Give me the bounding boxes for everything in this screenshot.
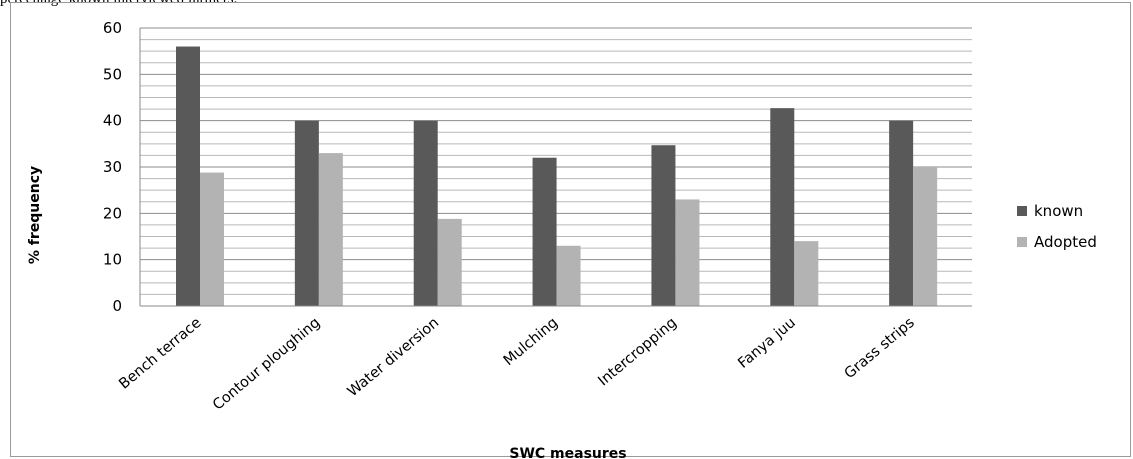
bar-known-mulching	[532, 157, 557, 306]
y-tick-label: 30	[103, 158, 122, 176]
y-tick-label: 0	[112, 297, 122, 315]
figure-caption: percentage known interviewed farmers.	[0, 0, 237, 8]
bar-adopted-contour-ploughing	[318, 153, 343, 306]
legend-label-adopted: Adopted	[1034, 233, 1097, 251]
x-tick-label: Mulching	[501, 315, 561, 369]
x-tick-labels: Bench terrace Contour ploughing Water dive…	[116, 315, 917, 414]
bar-adopted-bench-terrace	[200, 172, 224, 306]
bar-known-fanya-juu	[770, 108, 795, 306]
x-tick-label: Contour ploughing	[210, 315, 323, 414]
bar-known-water-diversion	[413, 120, 438, 307]
x-tick-label: Water diversion	[345, 315, 442, 400]
axes	[139, 28, 972, 307]
legend-swatch-known	[1017, 206, 1027, 216]
x-tick-label: Intercropping	[595, 315, 680, 390]
y-tick-label: 20	[103, 204, 122, 222]
bar-adopted-intercropping	[675, 199, 700, 306]
x-axis-title: SWC measures	[509, 446, 626, 459]
bar-adopted-fanya-juu	[794, 241, 819, 306]
bar-adopted-water-diversion	[437, 218, 462, 306]
x-tick-label: Fanya juu	[735, 315, 799, 372]
y-tick-label: 50	[103, 65, 122, 83]
legend-label-known: known	[1034, 202, 1083, 220]
legend-swatch-adopted	[1017, 237, 1027, 247]
bar-adopted-grass-strips	[913, 167, 938, 306]
y-tick-label: 40	[103, 112, 122, 130]
y-tick-label: 60	[103, 19, 122, 37]
y-tick-label: 10	[103, 251, 122, 269]
chart-frame	[10, 2, 1131, 457]
legend: known Adopted	[1017, 202, 1097, 251]
bar-adopted-mulching	[556, 245, 581, 306]
y-axis-title: % frequency	[27, 166, 43, 264]
bar-known-bench-terrace	[176, 46, 200, 307]
bars	[176, 46, 938, 307]
bar-known-intercropping	[651, 145, 676, 306]
y-tick-labels: 0 10 20 30 40 50 60	[103, 19, 122, 315]
x-tick-label: Grass strips	[842, 315, 918, 382]
bar-known-grass-strips	[889, 120, 914, 307]
x-tick-label: Bench terrace	[116, 315, 204, 393]
bar-known-contour-ploughing	[294, 120, 319, 307]
